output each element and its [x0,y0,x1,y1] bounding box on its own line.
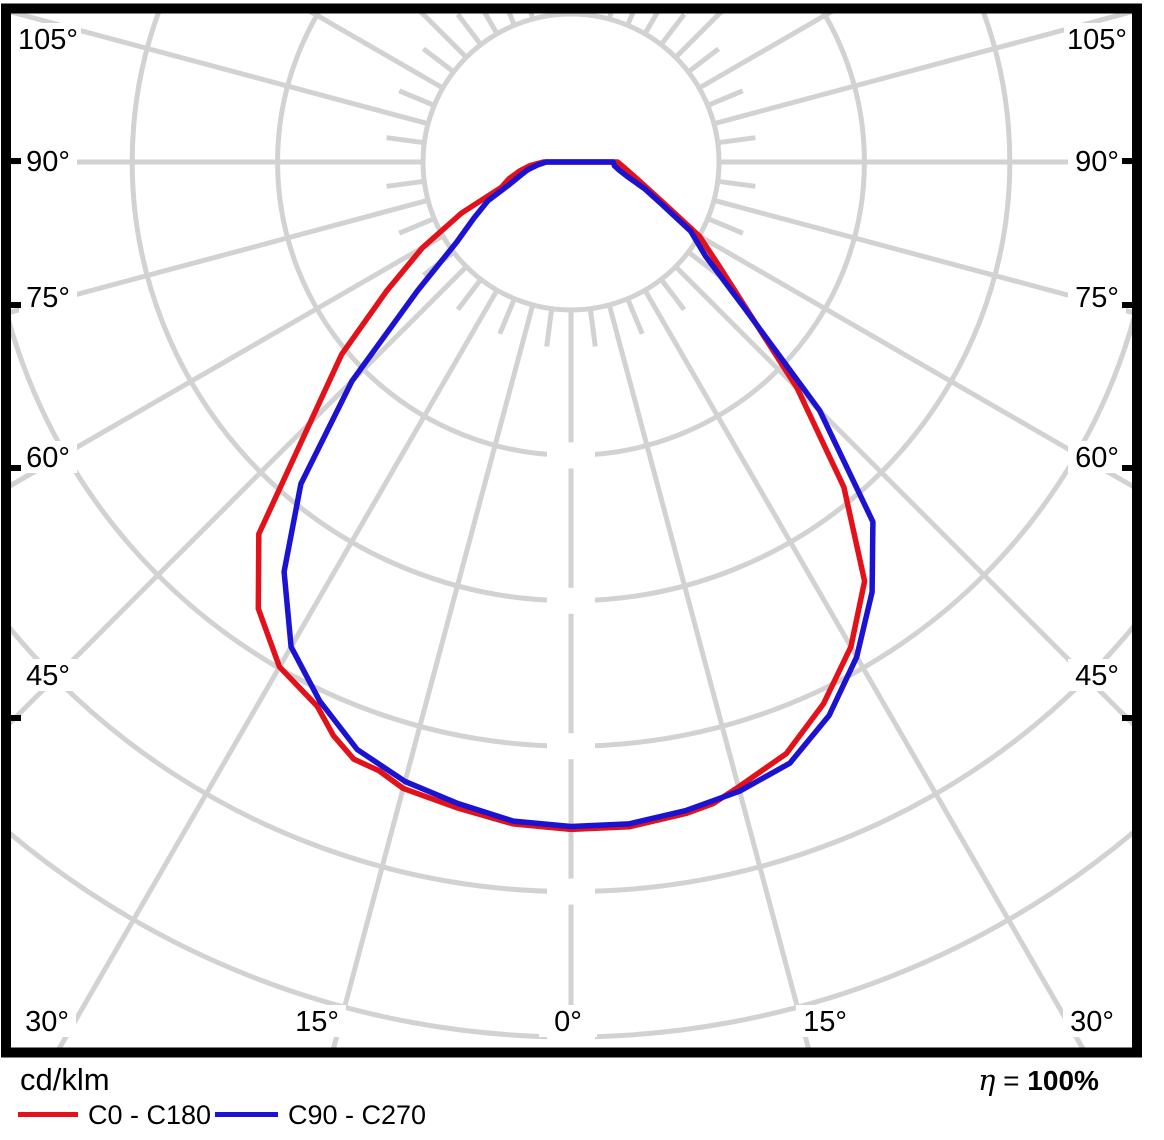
angle-label: 90° [1068,145,1126,178]
angle-label: 105° [15,23,81,56]
angle-label: 45° [1068,659,1126,692]
svg-text:45°: 45° [26,660,70,692]
svg-text:105°: 105° [18,24,78,56]
minor-tick [386,178,425,189]
minor-tick [386,135,425,146]
curve-c90-c270 [281,159,876,830]
minor-tick [659,13,687,47]
angle-label: 45° [19,659,77,692]
radial-line [11,197,429,315]
minor-tick [625,13,636,27]
polar-chart: 105° 90° 75° 60° 45° 30° 105° 90° 75° 60° 45° 30° 15… [1,3,1142,1058]
svg-text:60°: 60° [1075,442,1119,474]
eta-symbol: η [978,1063,996,1097]
radial-line [331,304,536,1048]
minor-tick [398,216,436,236]
minor-tick [706,216,744,236]
legend-line-c0-c180 [18,1112,78,1117]
svg-text:15°: 15° [295,1006,339,1038]
svg-text:30°: 30° [25,1006,69,1038]
svg-text:30°: 30° [1070,1006,1114,1038]
radial-line [673,264,1132,727]
ring-value-box [547,878,595,905]
angle-label: 30° [1063,1005,1121,1038]
radial-line [11,13,429,127]
radial-line [713,197,1132,315]
minor-tick [455,13,483,47]
svg-text:45°: 45° [1075,660,1119,692]
angle-label: 15° [288,1005,346,1038]
border-tick [1122,302,1132,308]
border-tick [11,715,21,721]
eta-equals: = [1003,1065,1020,1096]
angle-label: 105° [1064,23,1130,56]
angle-label: 15° [796,1005,854,1038]
svg-text:75°: 75° [26,282,70,314]
legend-label-c0-c180: C0 - C180 [88,1100,212,1130]
radial-line [11,233,445,489]
angle-label: 75° [1068,281,1126,314]
minor-tick [659,277,687,312]
svg-text:90°: 90° [26,146,70,178]
angle-label: 60° [1068,441,1126,474]
angle-label: 30° [18,1005,76,1038]
efficiency-value: η = 100% [978,1063,1118,1097]
radial-line [56,288,500,1048]
radial-line [606,304,811,1048]
ring-value-box [547,733,595,760]
polar-chart-svg: 105° 90° 75° 60° 45° 30° 105° 90° 75° 60° 45° 30° 15… [1,3,1142,1058]
radial-line [713,13,1132,127]
minor-tick [455,277,483,312]
ring-value-box [547,442,595,469]
minor-tick [625,297,645,335]
angle-label: 0° [539,1005,597,1038]
radial-line [697,233,1132,489]
chart-frame [1,3,1142,1058]
angle-label: 75° [19,281,77,314]
minor-tick [421,46,456,74]
svg-text:75°: 75° [1075,282,1119,314]
border-tick [11,158,21,164]
svg-text:105°: 105° [1067,24,1127,56]
minor-tick [686,46,721,74]
angle-label: 90° [19,145,77,178]
border-tick [11,302,21,308]
radial-unit-label: cd/klm [20,1062,110,1097]
minor-tick [706,88,744,108]
minor-tick [506,13,517,27]
border-tick [11,465,21,471]
minor-tick [587,308,598,347]
minor-tick [717,178,756,189]
border-tick [1122,465,1132,471]
eta-percentage: 100% [1027,1065,1099,1096]
angle-label: 60° [19,441,77,474]
ring-value-box [547,587,595,614]
legend-line-c90-c270 [215,1112,278,1117]
svg-text:90°: 90° [1075,146,1119,178]
minor-tick [717,135,756,146]
border-tick [1122,158,1132,164]
svg-text:15°: 15° [803,1006,847,1038]
legend-label-c90-c270: C90 - C270 [288,1100,427,1130]
minor-tick [544,308,555,347]
svg-text:0°: 0° [554,1006,582,1038]
minor-tick [398,88,436,108]
svg-text:60°: 60° [26,442,70,474]
radial-line [642,288,1086,1048]
border-tick [1122,715,1132,721]
minor-tick [497,297,517,335]
